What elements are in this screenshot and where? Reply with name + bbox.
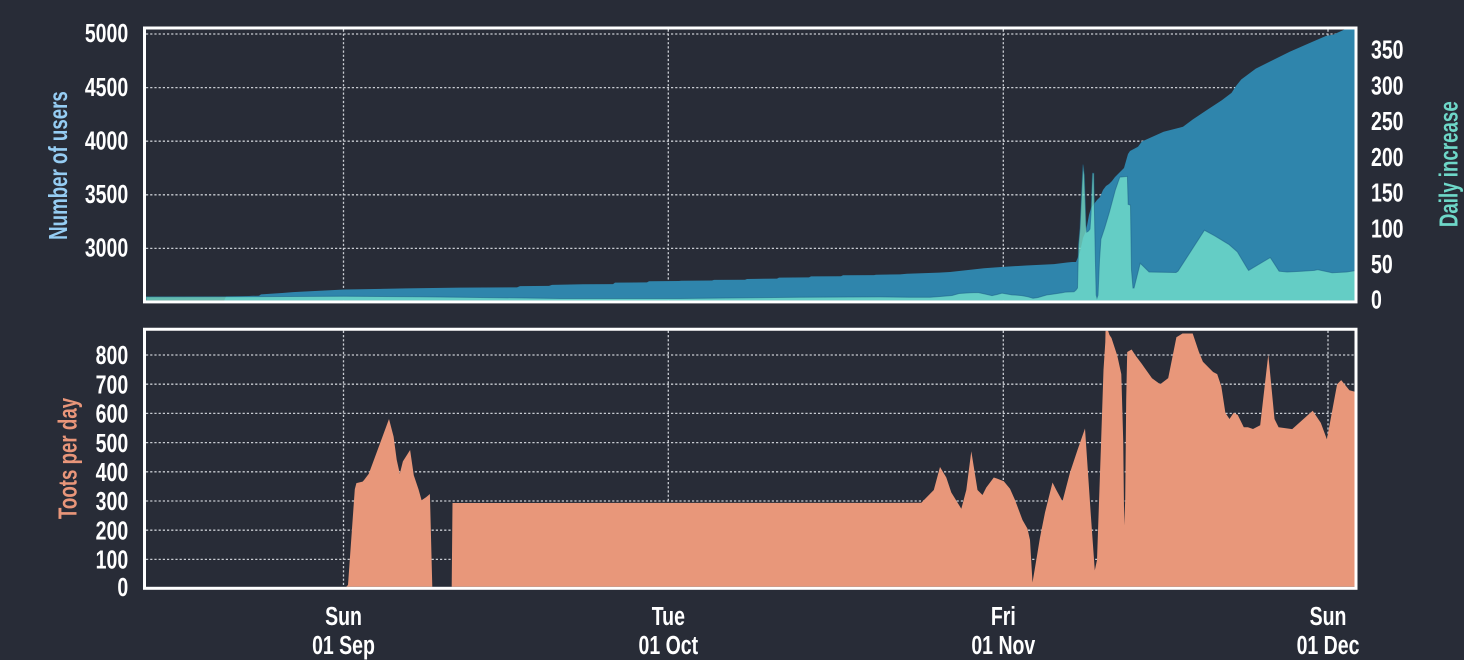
svg-text:500: 500	[96, 428, 129, 457]
svg-text:01 Nov: 01 Nov	[971, 630, 1035, 659]
svg-text:250: 250	[1371, 106, 1404, 135]
svg-text:Fri: Fri	[991, 601, 1016, 630]
svg-text:350: 350	[1371, 35, 1404, 64]
svg-text:700: 700	[96, 370, 129, 399]
svg-text:3000: 3000	[85, 233, 128, 262]
svg-text:4000: 4000	[85, 126, 128, 155]
svg-text:0: 0	[1371, 285, 1382, 314]
svg-text:600: 600	[96, 399, 129, 428]
svg-text:0: 0	[117, 572, 128, 601]
svg-text:Sun: Sun	[325, 601, 362, 630]
svg-text:150: 150	[1371, 178, 1404, 207]
svg-text:800: 800	[96, 340, 129, 369]
svg-text:Sun: Sun	[1310, 601, 1347, 630]
svg-text:01 Sep: 01 Sep	[312, 630, 375, 659]
svg-text:400: 400	[96, 457, 129, 486]
svg-text:100: 100	[1371, 214, 1404, 243]
svg-text:300: 300	[96, 486, 129, 515]
svg-text:Daily increase: Daily increase	[1433, 101, 1463, 227]
svg-text:300: 300	[1371, 71, 1404, 100]
svg-text:Toots per day: Toots per day	[52, 398, 82, 520]
svg-text:Number of users: Number of users	[43, 91, 73, 240]
svg-text:01 Dec: 01 Dec	[1297, 630, 1360, 659]
svg-text:50: 50	[1371, 249, 1393, 278]
svg-text:5000: 5000	[85, 18, 128, 47]
svg-text:3500: 3500	[85, 179, 128, 208]
svg-text:200: 200	[96, 516, 129, 545]
svg-text:01 Oct: 01 Oct	[639, 630, 699, 659]
svg-text:200: 200	[1371, 142, 1404, 171]
svg-text:Tue: Tue	[652, 601, 685, 630]
svg-text:100: 100	[96, 545, 129, 574]
svg-text:4500: 4500	[85, 72, 128, 101]
